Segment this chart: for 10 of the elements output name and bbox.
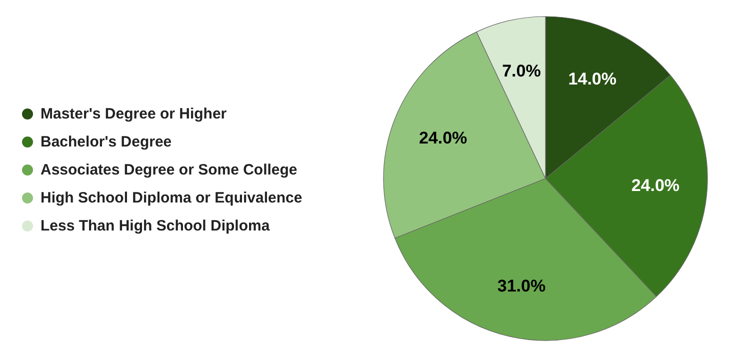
legend-label: Master's Degree or Higher (40, 106, 227, 122)
data-label: 24.0% (418, 128, 468, 148)
data-label: 7.0% (502, 61, 541, 80)
data-label: 31.0% (497, 276, 546, 296)
legend-label: High School Diploma or Equivalence (40, 190, 302, 206)
legend-label: Less Than High School Diploma (40, 218, 270, 234)
data-label: 14.0% (568, 69, 617, 88)
legend-label: Bachelor's Degree (40, 134, 172, 150)
data-label: 24.0% (631, 176, 680, 195)
legend-label: Associates Degree or Some College (40, 162, 298, 178)
